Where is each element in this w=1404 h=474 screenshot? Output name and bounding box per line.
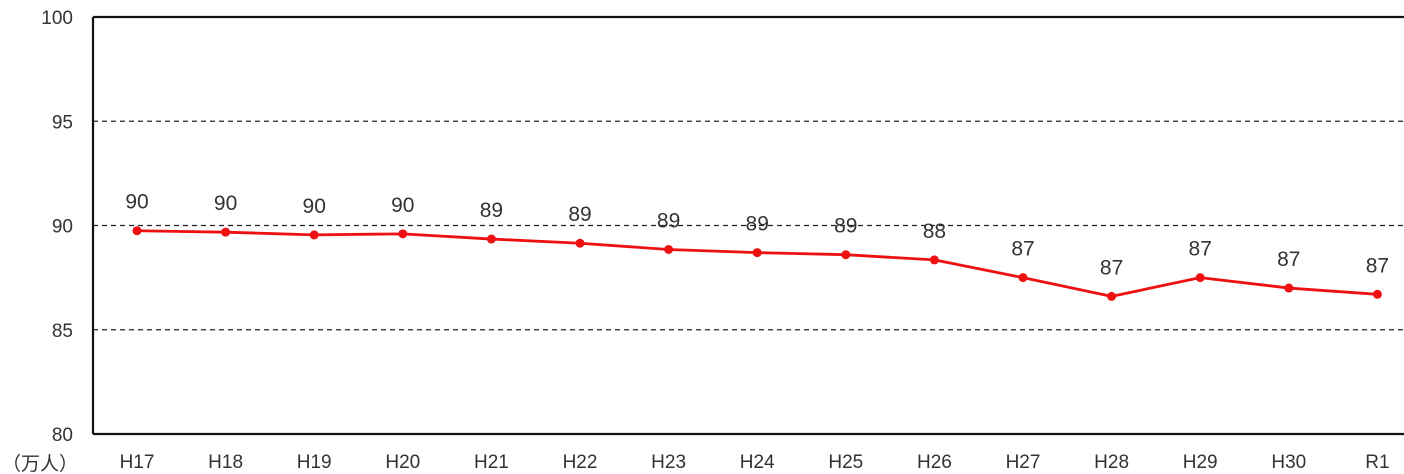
data-label: 88 xyxy=(923,220,946,243)
data-point xyxy=(221,227,231,237)
data-point xyxy=(486,234,496,244)
x-tick-label: H25 xyxy=(828,452,863,473)
x-tick-label: H19 xyxy=(297,452,332,473)
y-tick-label: 100 xyxy=(41,8,73,29)
data-point xyxy=(1372,289,1382,299)
x-tick-label: H24 xyxy=(740,452,775,473)
data-point xyxy=(309,230,319,240)
data-point xyxy=(398,229,408,239)
data-point xyxy=(1018,273,1028,283)
y-axis-ticks: 100 95 90 85 80 xyxy=(41,8,73,446)
data-label: 89 xyxy=(657,209,680,232)
x-tick-label: H30 xyxy=(1271,452,1306,473)
data-label: 87 xyxy=(1011,238,1034,261)
data-point xyxy=(841,250,851,260)
y-tick-label: 95 xyxy=(52,112,73,133)
data-label: 87 xyxy=(1366,254,1389,277)
data-point xyxy=(1284,283,1294,293)
data-point xyxy=(132,226,142,236)
x-tick-label: H17 xyxy=(120,452,155,473)
gridlines xyxy=(93,120,1404,331)
data-point xyxy=(752,248,762,258)
data-label: 89 xyxy=(746,213,769,236)
x-tick-label: H21 xyxy=(474,452,509,473)
y-tick-label: 85 xyxy=(52,321,73,342)
y-tick-label: 80 xyxy=(52,425,73,446)
data-label: 87 xyxy=(1189,238,1212,261)
x-tick-label: H20 xyxy=(385,452,420,473)
y-tick-label: 90 xyxy=(52,217,73,238)
data-point xyxy=(1107,291,1117,301)
x-tick-label: H22 xyxy=(563,452,598,473)
x-tick-label: H29 xyxy=(1183,452,1218,473)
data-point xyxy=(929,255,939,265)
data-label: 90 xyxy=(125,191,148,214)
x-tick-label: H18 xyxy=(208,452,243,473)
x-tick-label: H27 xyxy=(1006,452,1041,473)
x-tick-label: H28 xyxy=(1094,452,1129,473)
data-point xyxy=(575,238,585,248)
data-labels: 90 90 90 90 89 89 89 89 89 88 87 87 87 87 87 xyxy=(125,191,1389,280)
data-point xyxy=(1195,273,1205,283)
data-label: 90 xyxy=(391,194,414,217)
data-label: 89 xyxy=(480,199,503,222)
x-axis-ticks: H17 H18 H19 H20 H21 H22 H23 H24 H25 H26 H27 H28 H29 H… xyxy=(120,452,1390,473)
data-label: 89 xyxy=(834,215,857,238)
x-tick-label: H23 xyxy=(651,452,686,473)
data-label: 87 xyxy=(1277,248,1300,271)
x-tick-label: R1 xyxy=(1365,452,1389,473)
data-label: 87 xyxy=(1100,256,1123,279)
y-axis-unit-label: （万人） xyxy=(2,453,78,474)
data-label: 89 xyxy=(568,203,591,226)
data-label: 90 xyxy=(214,192,237,215)
data-label: 90 xyxy=(303,195,326,218)
series-line xyxy=(132,226,1382,301)
x-tick-label: H26 xyxy=(917,452,952,473)
axes xyxy=(91,15,1404,436)
data-point xyxy=(664,244,674,254)
